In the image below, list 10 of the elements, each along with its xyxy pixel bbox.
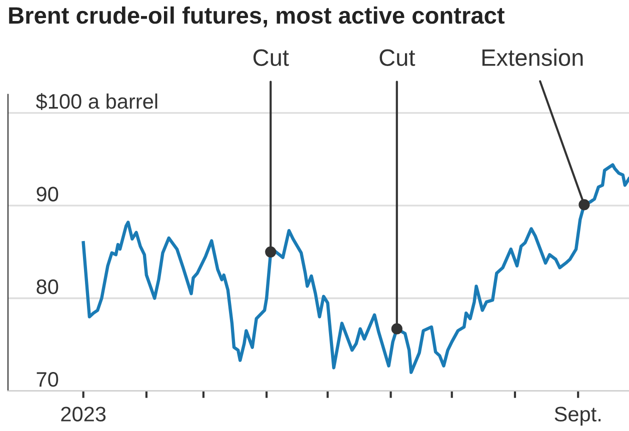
x-tick-label: Sept. xyxy=(554,406,601,426)
annotation: Cut xyxy=(253,49,289,66)
y-tick-label: 90 xyxy=(36,186,58,202)
y-tick-label: 70 xyxy=(36,372,58,387)
chart-title: Brent crude-oil futures, most active contract xyxy=(9,6,505,28)
y-tick-label: $100 a barrel xyxy=(36,93,158,110)
x-tick-label: 2023 xyxy=(61,406,106,422)
annotation: Cut xyxy=(380,49,416,66)
y-tick-label: 80 xyxy=(36,279,58,294)
annotation: Extension xyxy=(482,48,583,66)
